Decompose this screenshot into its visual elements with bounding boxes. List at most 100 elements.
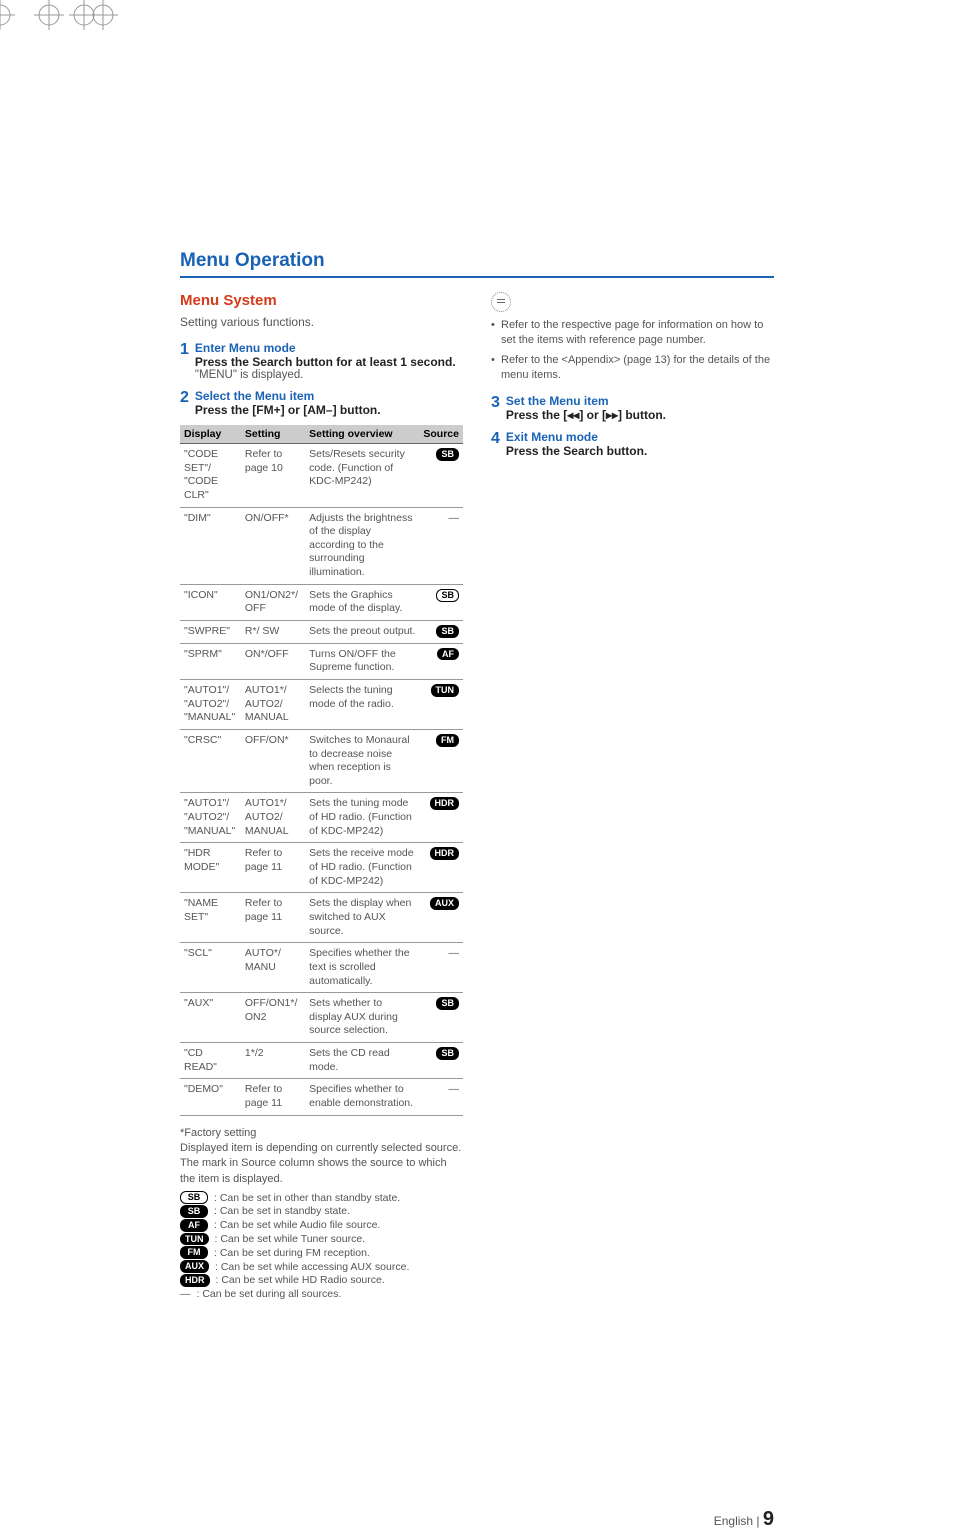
cell-overview: Sets the display when switched to AUX so… xyxy=(305,893,419,943)
note-item: Refer to the <Appendix> (page 13) for th… xyxy=(491,353,774,384)
step-title: Exit Menu mode xyxy=(506,430,774,444)
cell-overview: Sets the CD read mode. xyxy=(305,1043,419,1079)
legend-row: SB : Can be set in other than standby sta… xyxy=(180,1191,463,1204)
table-row: "CRSC"OFF/ON*Switches to Monaural to dec… xyxy=(180,729,463,793)
cell-setting: AUTO1*/ AUTO2/ MANUAL xyxy=(241,793,305,843)
cell-setting: ON*/OFF xyxy=(241,643,305,679)
cell-setting: AUTO*/ MANU xyxy=(241,943,305,993)
cell-setting: Refer to page 11 xyxy=(241,893,305,943)
step-title: Select the Menu item xyxy=(195,389,463,403)
crop-mark-icon xyxy=(0,0,15,30)
legend-row: SB: Can be set in standby state. xyxy=(180,1205,463,1218)
cell-setting: AUTO1*/ AUTO2/ MANUAL xyxy=(241,679,305,729)
cell-display: "AUX" xyxy=(180,993,241,1043)
footnote-body: Displayed item is depending on currently… xyxy=(180,1141,463,1187)
page-number-value: 9 xyxy=(763,1508,774,1530)
cell-display: "DIM" xyxy=(180,507,241,584)
page-label: English | xyxy=(714,1514,760,1528)
cell-source: HDR xyxy=(419,793,463,843)
step-line: Press the [FM+] or [AM–] button. xyxy=(195,403,463,417)
table-row: "SPRM"ON*/OFFTurns ON/OFF the Supreme fu… xyxy=(180,643,463,679)
step-number: 4 xyxy=(491,430,500,458)
note-item: Refer to the respective page for informa… xyxy=(491,318,774,349)
cell-display: "ICON" xyxy=(180,584,241,620)
cell-setting: Refer to page 11 xyxy=(241,1079,305,1115)
cell-setting: Refer to page 10 xyxy=(241,444,305,508)
cell-overview: Selects the tuning mode of the radio. xyxy=(305,679,419,729)
source-badge: TUN xyxy=(180,1233,209,1246)
cell-source: — xyxy=(419,507,463,584)
source-dash: — xyxy=(449,947,460,959)
cell-source: AUX xyxy=(419,893,463,943)
source-badge: HDR xyxy=(430,797,460,810)
cell-display: "SWPRE" xyxy=(180,621,241,644)
step-line: Press the [◂◂] or [▸▸] button. xyxy=(506,408,774,422)
crop-mark-icon xyxy=(88,0,118,30)
cell-display: "CD READ" xyxy=(180,1043,241,1079)
legend-text: : Can be set while Audio file source. xyxy=(214,1219,380,1231)
table-header: Display xyxy=(180,425,241,444)
source-badge: HDR xyxy=(430,847,460,860)
legend-row: HDR: Can be set while HD Radio source. xyxy=(180,1274,463,1287)
source-badge: SB xyxy=(436,997,459,1010)
cell-setting: 1*/2 xyxy=(241,1043,305,1079)
legend-row: FM : Can be set during FM reception. xyxy=(180,1246,463,1259)
legend-row: TUN : Can be set while Tuner source. xyxy=(180,1233,463,1246)
source-badge: TUN xyxy=(431,684,460,697)
cell-overview: Specifies whether the text is scrolled a… xyxy=(305,943,419,993)
step-body: Select the Menu itemPress the [FM+] or [… xyxy=(195,389,463,417)
cell-source: SB xyxy=(419,993,463,1043)
cell-source: SB xyxy=(419,621,463,644)
source-badge: SB xyxy=(436,1047,459,1060)
page-number: English | 9 xyxy=(714,1508,774,1531)
right-notes: Refer to the respective page for informa… xyxy=(491,318,774,384)
cell-source: — xyxy=(419,943,463,993)
cell-source: HDR xyxy=(419,843,463,893)
legend-text: : Can be set while HD Radio source. xyxy=(216,1274,385,1286)
cell-display: "CODE SET"/ "CODE CLR" xyxy=(180,444,241,508)
cell-source: TUN xyxy=(419,679,463,729)
legend-text: : Can be set during FM reception. xyxy=(214,1247,370,1259)
source-badge: FM xyxy=(180,1246,208,1259)
cell-overview: Turns ON/OFF the Supreme function. xyxy=(305,643,419,679)
legend-text: : Can be set while accessing AUX source. xyxy=(215,1261,409,1273)
source-badge: AUX xyxy=(180,1260,209,1273)
table-header: Source xyxy=(419,425,463,444)
cell-source: FM xyxy=(419,729,463,793)
cell-overview: Adjusts the brightness of the display ac… xyxy=(305,507,419,584)
source-dash: — xyxy=(449,1083,460,1095)
cell-display: "CRSC" xyxy=(180,729,241,793)
cell-source: AF xyxy=(419,643,463,679)
source-badge: AF xyxy=(437,648,459,661)
cell-overview: Sets the Graphics mode of the display. xyxy=(305,584,419,620)
source-badge: FM xyxy=(436,734,459,747)
cell-overview: Specifies whether to enable demonstratio… xyxy=(305,1079,419,1115)
table-row: "SCL"AUTO*/ MANUSpecifies whether the te… xyxy=(180,943,463,993)
table-row: "AUTO1"/ "AUTO2"/ "MANUAL"AUTO1*/ AUTO2/… xyxy=(180,793,463,843)
legend-text: : Can be set in other than standby state… xyxy=(214,1192,400,1204)
cell-display: "DEMO" xyxy=(180,1079,241,1115)
table-row: "AUTO1"/ "AUTO2"/ "MANUAL"AUTO1*/ AUTO2/… xyxy=(180,679,463,729)
table-row: "SWPRE"R*/ SWSets the preout output.SB xyxy=(180,621,463,644)
step-number: 2 xyxy=(180,389,189,417)
cell-source: SB xyxy=(419,444,463,508)
cell-display: "NAME SET" xyxy=(180,893,241,943)
step-body: Set the Menu itemPress the [◂◂] or [▸▸] … xyxy=(506,394,774,422)
table-row: "NAME SET"Refer to page 11Sets the displ… xyxy=(180,893,463,943)
cell-display: "AUTO1"/ "AUTO2"/ "MANUAL" xyxy=(180,793,241,843)
legend-text: : Can be set while Tuner source. xyxy=(215,1233,366,1245)
note-icon xyxy=(491,292,511,312)
cell-setting: R*/ SW xyxy=(241,621,305,644)
source-badge: SB xyxy=(180,1191,208,1204)
cell-source: — xyxy=(419,1079,463,1115)
step-title: Set the Menu item xyxy=(506,394,774,408)
step: 1Enter Menu modePress the Search button … xyxy=(180,341,463,381)
step-note: "MENU" is displayed. xyxy=(195,369,463,381)
table-row: "CODE SET"/ "CODE CLR"Refer to page 10Se… xyxy=(180,444,463,508)
cell-display: "HDR MODE" xyxy=(180,843,241,893)
source-dash: — xyxy=(180,1288,191,1300)
cell-overview: Sets the tuning mode of HD radio. (Funct… xyxy=(305,793,419,843)
cell-overview: Sets the preout output. xyxy=(305,621,419,644)
table-header: Setting xyxy=(241,425,305,444)
legend-row: AF: Can be set while Audio file source. xyxy=(180,1219,463,1232)
